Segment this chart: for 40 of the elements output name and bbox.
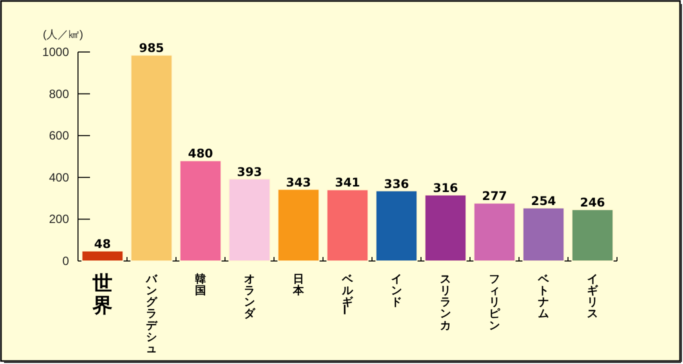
bar	[326, 189, 369, 262]
data-label: 343	[286, 175, 312, 190]
bar	[473, 202, 516, 262]
data-label: 254	[530, 194, 556, 208]
x-tick-label: 世界	[92, 271, 112, 317]
data-label: 246	[580, 196, 606, 210]
data-label: 341	[334, 176, 360, 190]
y-tick-label: 200	[48, 212, 70, 226]
x-tick-label: 韓国	[195, 272, 206, 297]
data-label: 393	[236, 164, 262, 179]
bar	[130, 54, 173, 262]
y-tick-label: 800	[48, 86, 70, 101]
x-tick-label: オランダ	[244, 272, 256, 320]
x-tick-label: フィリピン	[489, 272, 501, 332]
x-tick-label: ベルギー	[337, 272, 354, 315]
bar	[375, 190, 418, 262]
data-label: 277	[482, 189, 508, 204]
bar	[277, 188, 320, 262]
data-label: 985	[138, 41, 164, 56]
data-label: 480	[188, 146, 214, 161]
x-tick-label: 日本	[292, 272, 305, 297]
bar	[522, 207, 565, 262]
data-label: 316	[432, 180, 458, 195]
x-tick-label: インド	[391, 272, 402, 309]
x-tick-label: イギリス	[587, 272, 599, 320]
data-label: 336	[384, 176, 410, 191]
y-tick-label: 400	[48, 170, 70, 184]
y-axis-title: (人／㎢)	[42, 29, 84, 41]
bar	[571, 209, 614, 262]
bar	[228, 178, 271, 262]
x-tick-label: ベトナム	[537, 272, 550, 320]
bar	[424, 194, 467, 262]
y-tick-label: 1000	[42, 45, 70, 59]
bar	[179, 160, 222, 262]
y-tick-label: 600	[48, 128, 70, 143]
x-tick-label: バングラデシュ	[145, 272, 158, 355]
y-tick-label: 0	[62, 254, 70, 268]
bar	[81, 250, 124, 262]
data-label: 48	[94, 236, 111, 251]
x-tick-label: スリランカ	[440, 272, 451, 332]
